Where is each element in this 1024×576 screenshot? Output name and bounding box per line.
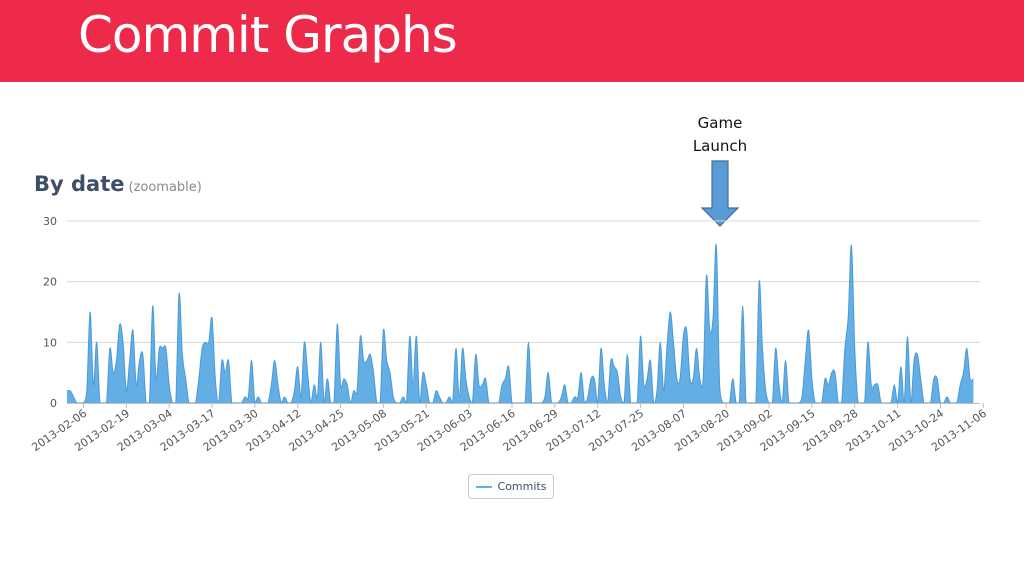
legend-swatch-commits — [475, 485, 492, 488]
y-tick-label: 10 — [43, 336, 57, 349]
game-launch-annotation: Game Launch — [672, 112, 768, 158]
series-area-commits[interactable] — [67, 244, 974, 403]
commits-area-chart[interactable]: 0 10 20 30 2013-02-062013-02-192013-03-0420… — [0, 200, 1024, 490]
gridlines — [67, 220, 980, 343]
chart-subtitle: (zoomable) — [128, 180, 202, 195]
chart-title: By date — [34, 172, 125, 196]
chart-legend[interactable]: Commits — [468, 474, 554, 499]
y-tick-label: 20 — [43, 276, 57, 289]
y-tick-label: 0 — [50, 397, 57, 410]
title-banner: Commit Graphs — [0, 0, 1024, 82]
series-commits[interactable] — [66, 243, 974, 404]
slide-title: Commit Graphs — [78, 6, 458, 64]
y-axis-ticks: 0 10 20 30 — [43, 215, 57, 410]
down-arrow-icon — [700, 160, 740, 227]
annotation-line-2: Launch — [692, 137, 748, 155]
down-arrow-shape — [700, 160, 740, 227]
y-tick-label: 30 — [43, 215, 57, 228]
legend-label-commits: Commits — [497, 480, 547, 493]
chart-title-block: By date (zoomable) — [34, 172, 202, 196]
annotation-line-1: Game — [697, 114, 743, 132]
x-axis-ticks: 2013-02-062013-02-192013-03-042013-03-17… — [29, 403, 989, 454]
